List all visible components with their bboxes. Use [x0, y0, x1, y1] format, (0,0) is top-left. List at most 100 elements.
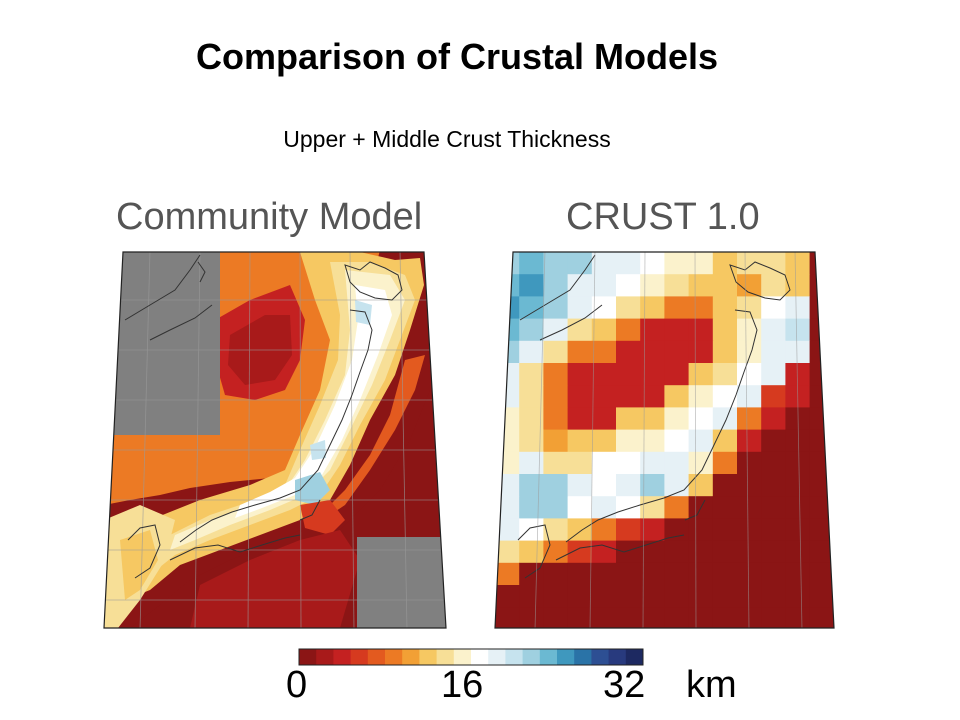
- crust-cell: [640, 385, 665, 408]
- crust-cell: [543, 562, 569, 586]
- crust-cell: [616, 363, 641, 386]
- crust-cell: [640, 518, 665, 542]
- crust-cell: [567, 451, 593, 475]
- crust-cell: [664, 274, 690, 297]
- crust-cell: [761, 451, 786, 475]
- crust-cell: [567, 562, 593, 586]
- crust-cell: [688, 274, 714, 297]
- crust-cell: [567, 540, 593, 564]
- crust-cell: [712, 540, 738, 564]
- crust-cell: [543, 274, 569, 297]
- crust-cell: [591, 496, 617, 519]
- crust-cell: [519, 585, 544, 608]
- crust-cell: [616, 540, 641, 564]
- crust-cell: [688, 451, 714, 475]
- crust-cell: [495, 562, 520, 586]
- crust-cell: [785, 562, 811, 586]
- crust-cell: [495, 518, 520, 542]
- crust-cell: [495, 429, 520, 453]
- crust-cell: [519, 318, 544, 342]
- crust-cell: [616, 385, 641, 408]
- crust-cell: [688, 562, 714, 586]
- crust-cell: [737, 429, 762, 453]
- crust-cell: [712, 296, 738, 320]
- crust-cell: [737, 363, 762, 386]
- crust-cell: [543, 496, 569, 519]
- colorbar-unit-label: km: [686, 664, 737, 706]
- crust-cell: [495, 296, 520, 320]
- crust-cell: [664, 252, 690, 275]
- crust-cell: [616, 451, 641, 475]
- crust-cell: [785, 607, 811, 628]
- crust-cell: [664, 585, 690, 608]
- crust-cell: [712, 274, 738, 297]
- crust-cell: [688, 318, 714, 342]
- crust-cell: [809, 585, 834, 608]
- crust-cell: [664, 407, 690, 431]
- crust-cell: [543, 585, 569, 608]
- crust-cell: [591, 562, 617, 586]
- crust-cell: [495, 252, 520, 275]
- crust-cell: [567, 585, 593, 608]
- crust-cell: [737, 451, 762, 475]
- crust-cell: [616, 296, 641, 320]
- colorbar-min-label: 0: [286, 664, 308, 706]
- crust-cell: [785, 474, 811, 497]
- crust-cell: [640, 429, 665, 453]
- crust-cell: [640, 474, 665, 497]
- crust-cell: [519, 274, 544, 297]
- crust-cell: [640, 274, 665, 297]
- crust-1-map: [495, 252, 834, 628]
- crust-cell: [737, 607, 762, 628]
- colorbar-swatch: [488, 649, 506, 665]
- crust-cell: [616, 340, 641, 364]
- crust-cell: [712, 429, 738, 453]
- crust-cell: [664, 540, 690, 564]
- crust-cell: [616, 318, 641, 342]
- crust-cell: [519, 540, 544, 564]
- crust-cell: [664, 496, 690, 519]
- crust-cell: [591, 385, 617, 408]
- colorbar-swatch: [591, 649, 609, 665]
- crust-cell: [495, 585, 520, 608]
- crust-cell: [712, 518, 738, 542]
- colorbar-mid-label: 16: [441, 664, 484, 706]
- crust-cell: [591, 318, 617, 342]
- crust-cell: [712, 407, 738, 431]
- crust-cell: [737, 518, 762, 542]
- colorbar-swatch: [385, 649, 403, 665]
- crust-cell: [664, 474, 690, 497]
- crust-cell: [495, 540, 520, 564]
- crust-cell: [664, 429, 690, 453]
- crust-cell: [519, 429, 544, 453]
- crust-cell: [519, 296, 544, 320]
- crust-cell: [785, 340, 811, 364]
- colorbar-max-label: 32: [603, 664, 646, 706]
- crust-cell: [712, 451, 738, 475]
- crust-cell: [495, 407, 520, 431]
- crust-cell: [809, 252, 834, 275]
- crust-cell: [543, 518, 569, 542]
- crust-cell: [688, 540, 714, 564]
- crust-cell: [761, 585, 786, 608]
- crust-cell: [712, 363, 738, 386]
- crust-cell: [761, 340, 786, 364]
- crust-cell: [640, 363, 665, 386]
- crust-cell: [809, 318, 834, 342]
- colorbar-swatch: [471, 649, 489, 665]
- crust-cell: [591, 585, 617, 608]
- crust-1-title: CRUST 1.0: [566, 196, 760, 238]
- crust-cell: [495, 496, 520, 519]
- crust-cell: [761, 385, 786, 408]
- crust-cell: [688, 518, 714, 542]
- crust-cell: [737, 318, 762, 342]
- page-title: Comparison of Crustal Models: [195, 36, 719, 77]
- crust-cell: [567, 474, 593, 497]
- crust-cell: [809, 429, 834, 453]
- crust-cell: [809, 562, 834, 586]
- crust-cell: [543, 340, 569, 364]
- crust-cell: [616, 474, 641, 497]
- crust-cell: [616, 607, 641, 628]
- crust-cell: [688, 407, 714, 431]
